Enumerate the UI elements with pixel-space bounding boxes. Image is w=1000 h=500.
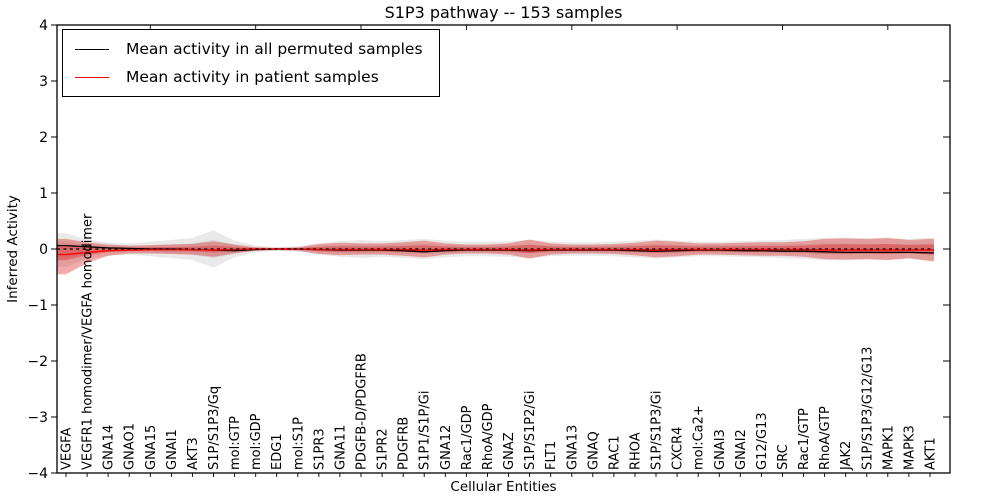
x-category-label: G12/G13 — [755, 412, 770, 470]
x-category-label: S1P/S1P3/Gi — [650, 391, 665, 470]
legend-label-permuted: Mean activity in all permuted samples — [126, 40, 423, 58]
x-category-label: VEGFR1 homodimer/VEGFA homodimer — [81, 213, 96, 470]
y-tick-label: −3 — [27, 410, 48, 426]
x-category-label: mol:Ca2+ — [692, 405, 707, 470]
x-category-label: MAPK1 — [881, 425, 896, 470]
x-category-label: EDG1 — [270, 433, 285, 470]
y-tick-label: 0 — [39, 242, 48, 258]
x-category-label: mol:GDP — [249, 413, 264, 470]
x-category-label: AKT3 — [186, 437, 201, 470]
y-tick-label: 3 — [39, 74, 48, 90]
x-category-label: RAC1 — [607, 435, 622, 470]
x-category-label: S1PR2 — [376, 428, 391, 470]
y-tick-label: −1 — [27, 298, 48, 314]
legend-item-permuted: Mean activity in all permuted samples — [75, 35, 423, 63]
x-category-label: PDGFRB — [397, 417, 412, 470]
y-tick-label: 4 — [39, 18, 48, 34]
x-category-label: GNAI2 — [734, 429, 749, 470]
x-category-label: mol:GTP — [228, 416, 243, 470]
x-category-label: RHOA — [629, 432, 644, 470]
x-category-label: GNAO1 — [123, 423, 138, 470]
x-category-label: Rac1/GDP — [460, 405, 475, 470]
x-category-label: FLT1 — [544, 441, 559, 470]
x-category-label: GNAI1 — [165, 429, 180, 470]
patient-band-inner — [57, 244, 934, 261]
x-category-label: S1PR3 — [312, 428, 327, 470]
x-category-label: S1P/S1P2/Gi — [523, 391, 538, 470]
y-tick-label: −2 — [27, 354, 48, 370]
x-category-label: MAPK3 — [902, 425, 917, 470]
x-category-label: Rac1/GTP — [797, 408, 812, 470]
x-category-label: S1P/S1P3/Gq — [207, 386, 222, 470]
y-tick-label: 1 — [39, 186, 48, 202]
legend: Mean activity in all permuted samples Me… — [62, 29, 440, 97]
x-category-label: JAK2 — [839, 441, 854, 471]
x-category-label: GNA11 — [333, 425, 348, 470]
x-category-label: S1P/S1P3/G12/G13 — [860, 347, 875, 470]
x-category-label: S1P1/S1P/Gi — [418, 391, 433, 470]
x-category-label: SRC — [776, 444, 791, 470]
patient-line-swatch — [75, 76, 109, 78]
legend-item-patient: Mean activity in patient samples — [75, 63, 423, 91]
y-tick-label: 2 — [39, 130, 48, 146]
x-category-label: CXCR4 — [671, 427, 686, 470]
permuted-line-swatch — [75, 48, 109, 50]
axis-ticks — [51, 24, 950, 477]
x-axis-label: Cellular Entities — [450, 479, 557, 495]
x-category-label: VEGFA — [60, 428, 75, 470]
x-category-label: GNAZ — [502, 432, 517, 470]
x-category-label: RhoA/GDP — [481, 403, 496, 470]
x-category-label: mol:S1P — [291, 417, 306, 470]
x-category-label: GNA15 — [144, 425, 159, 470]
y-tick-label: −4 — [27, 466, 48, 482]
x-category-label: AKT1 — [924, 437, 939, 470]
x-category-label: GNAQ — [586, 431, 601, 470]
x-category-label: GNA13 — [565, 425, 580, 470]
chart-title: S1P3 pathway -- 153 samples — [384, 3, 623, 22]
x-category-label: PDGFB-D/PDGFRB — [355, 353, 370, 470]
x-category-label: GNAI3 — [713, 429, 728, 470]
x-category-label: GNA14 — [102, 425, 117, 470]
x-category-label: GNA12 — [439, 425, 454, 470]
legend-label-patient: Mean activity in patient samples — [126, 68, 379, 86]
patient-band-outer — [57, 237, 934, 275]
x-category-label: RhoA/GTP — [818, 406, 833, 470]
